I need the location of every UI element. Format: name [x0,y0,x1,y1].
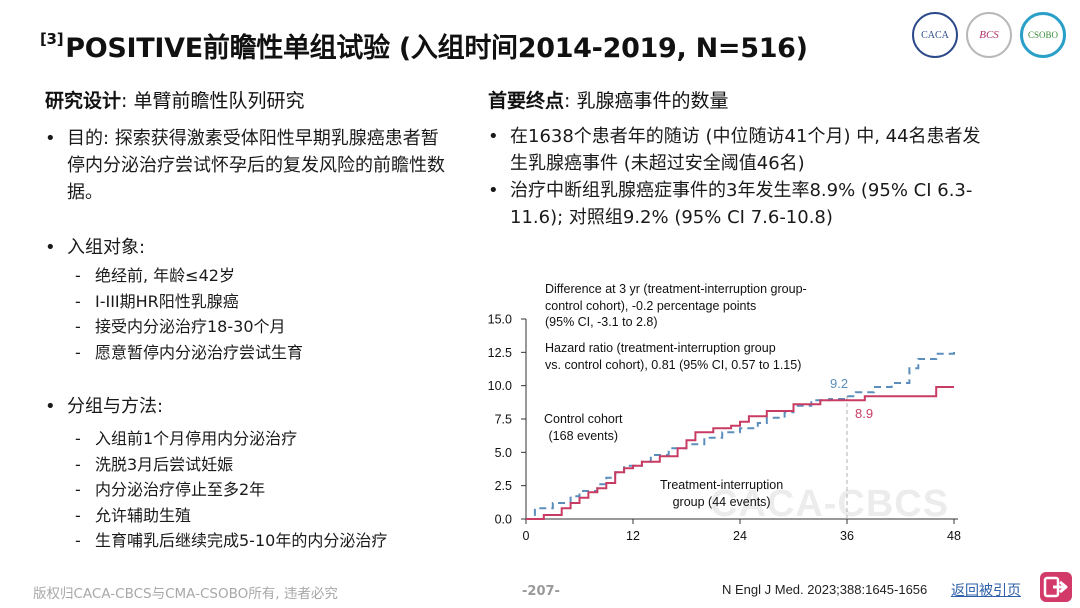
population-subitem: I-III期HR阳性乳腺癌 [67,289,445,315]
treatment-3yr-value: 8.9 [855,406,874,421]
methods-sublist: 入组前1个月停用内分泌治疗 洗脱3月后尝试妊娠 内分泌治疗停止至多2年 允许辅助… [67,426,445,554]
treatment-series-line [526,386,954,520]
x-tick-label: 36 [840,529,854,543]
logo-group: CACA BCS CSOBO [912,12,1066,58]
methods-item: 分组与方法: 入组前1个月停用内分泌治疗 洗脱3月后尝试妊娠 内分泌治疗停止至多… [45,393,445,554]
y-tick-label: 0.0 [495,513,512,527]
citation-marker: [3] [40,30,64,48]
title-text: POSITIVE前瞻性单组试验 (入组时间2014-2019, N=516) [65,33,808,64]
y-tick-label: 2.5 [495,479,512,493]
bcs-logo: BCS [966,12,1012,58]
y-tick-label: 10.0 [488,379,512,393]
population-list: 入组对象: 绝经前, 年龄≤42岁 I-III期HR阳性乳腺癌 接受内分泌治疗1… [45,234,445,365]
x-tick-label: 48 [947,529,961,543]
endpoint-bullet: 治疗中断组乳腺癌症事件的3年发生率8.9% (95% CI 6.3-11.6);… [488,177,998,231]
x-tick-label: 24 [733,529,747,543]
methods-subitem: 允许辅助生殖 [67,503,445,529]
y-tick-label: 5.0 [495,446,512,460]
y-tick-label: 12.5 [488,346,512,360]
methods-subitem: 生育哺乳后继续完成5-10年的内分泌治疗 [67,528,445,554]
society-seal-logo: CACA [912,12,958,58]
population-sublist: 绝经前, 年龄≤42岁 I-III期HR阳性乳腺癌 接受内分泌治疗18-30个月… [67,263,445,365]
objective-list: 目的: 探索获得激素受体阳性早期乳腺癌患者暂停内分泌治疗尝试怀孕后的复发风险的前… [45,125,445,206]
copyright-notice: 版权归CACA-CBCS与CMA-CSOBO所有, 违者必究 [33,586,338,602]
hazard-ratio-annotation: Hazard ratio (treatment-interruption gro… [545,341,802,372]
methods-subitem: 洗脱3月后尝试妊娠 [67,452,445,478]
treatment-group-label: Treatment-interruption group (44 events) [660,478,784,509]
control-cohort-label: Control cohort (168 events) [544,412,623,443]
back-to-citing-page-link[interactable]: 返回被引页 [951,583,1021,599]
x-tick-label: 0 [523,529,530,543]
watermark: CACA-CBCS [710,483,950,525]
y-tick-label: 15.0 [488,313,512,327]
methods-subitem: 内分泌治疗停止至多2年 [67,477,445,503]
return-arrow-icon[interactable] [1040,572,1072,602]
control-3yr-value: 9.2 [830,376,849,391]
left-column: 研究设计: 单臂前瞻性队列研究 目的: 探索获得激素受体阳性早期乳腺癌患者暂停内… [45,86,445,554]
methods-list: 分组与方法: 入组前1个月停用内分泌治疗 洗脱3月后尝试妊娠 内分泌治疗停止至多… [45,393,445,554]
endpoint-heading: 首要终点: 乳腺癌事件的数量 [488,90,729,112]
population-item: 入组对象: 绝经前, 年龄≤42岁 I-III期HR阳性乳腺癌 接受内分泌治疗1… [45,234,445,365]
right-column: 首要终点: 乳腺癌事件的数量 在1638个患者年的随访 (中位随访41个月) 中… [488,86,1008,231]
population-subitem: 绝经前, 年龄≤42岁 [67,263,445,289]
csobo-logo: CSOBO [1020,12,1066,58]
study-design-heading: 研究设计: 单臂前瞻性队列研究 [45,90,305,112]
difference-annotation: Difference at 3 yr (treatment-interrupti… [545,282,807,329]
endpoint-bullet: 在1638个患者年的随访 (中位随访41个月) 中, 44名患者发生乳腺癌事件 … [488,123,998,177]
page-number: -207- [522,584,560,599]
y-tick-label: 7.5 [495,413,512,427]
population-subitem: 接受内分泌治疗18-30个月 [67,314,445,340]
population-subitem: 愿意暂停内分泌治疗尝试生育 [67,340,445,366]
chart-plot-area: 0 12 24 36 48 0.0 2.5 5.0 7.5 10.0 12.5 15.0 [488,313,961,544]
endpoint-list: 在1638个患者年的随访 (中位随访41个月) 中, 44名患者发生乳腺癌事件 … [488,123,998,231]
control-series-line [526,348,955,520]
objective-item: 目的: 探索获得激素受体阳性早期乳腺癌患者暂停内分泌治疗尝试怀孕后的复发风险的前… [45,125,447,206]
reference-citation: N Engl J Med. 2023;388:1645-1656 [722,582,928,597]
x-tick-label: 12 [626,529,640,543]
methods-subitem: 入组前1个月停用内分泌治疗 [67,426,445,452]
slide-title: [3]POSITIVE前瞻性单组试验 (入组时间2014-2019, N=516… [40,26,808,65]
